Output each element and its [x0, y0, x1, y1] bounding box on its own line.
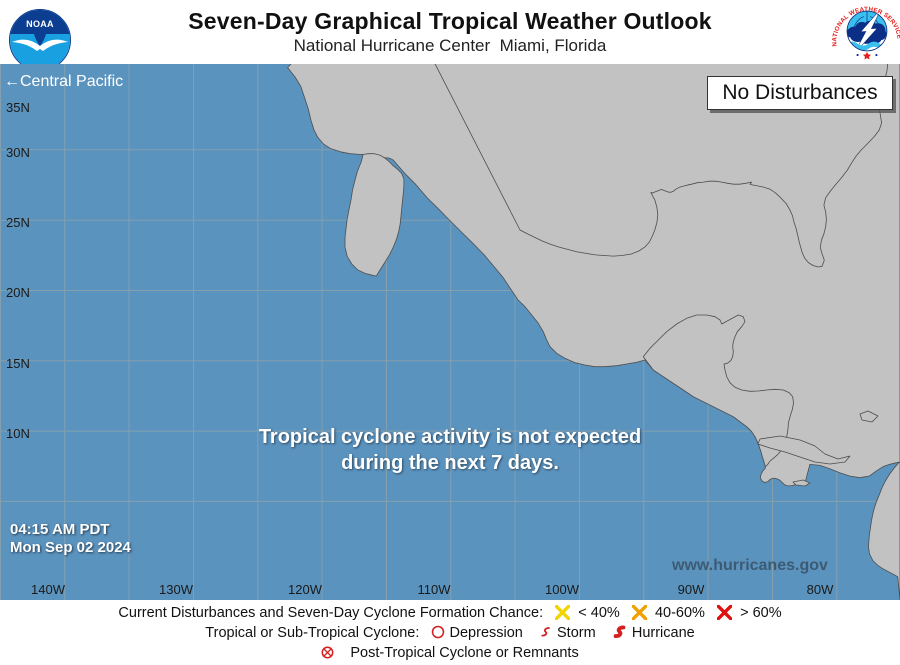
svg-text:100W: 100W [545, 582, 580, 597]
svg-text:110W: 110W [418, 582, 452, 597]
svg-text:30N: 30N [6, 145, 30, 160]
svg-text:20N: 20N [6, 285, 30, 300]
svg-text:NOAA: NOAA [26, 19, 54, 29]
svg-text:140W: 140W [31, 582, 66, 597]
svg-text:90W: 90W [678, 582, 705, 597]
svg-text:15N: 15N [6, 356, 30, 371]
svg-text:35N: 35N [6, 100, 30, 115]
svg-text:120W: 120W [288, 582, 323, 597]
svg-text:130W: 130W [159, 582, 194, 597]
svg-text:80W: 80W [807, 582, 834, 597]
svg-text:25N: 25N [6, 215, 30, 230]
